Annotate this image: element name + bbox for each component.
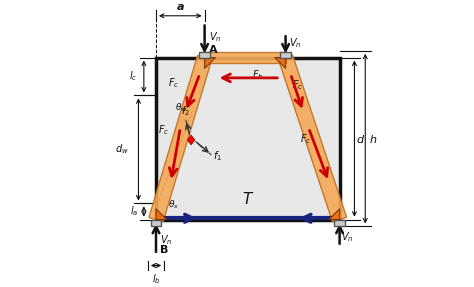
Text: $F_c$: $F_c$ (168, 76, 179, 90)
Polygon shape (205, 58, 215, 68)
Bar (335, 220, 345, 226)
Text: $l_a$: $l_a$ (130, 205, 138, 218)
Text: $F_h$: $F_h$ (252, 68, 263, 82)
Text: $F_c$: $F_c$ (292, 78, 303, 92)
Polygon shape (279, 55, 346, 222)
Bar (156, 58, 339, 220)
Text: $F_c$: $F_c$ (158, 124, 170, 137)
Bar (281, 52, 291, 58)
Text: $V_n$: $V_n$ (289, 36, 301, 50)
Text: a: a (176, 2, 184, 12)
Polygon shape (156, 209, 167, 220)
Bar (200, 52, 210, 58)
Bar (151, 220, 161, 226)
Polygon shape (187, 135, 195, 145)
Text: $T$: $T$ (242, 191, 254, 208)
Text: $l_b$: $l_b$ (152, 272, 160, 286)
Text: $d$: $d$ (356, 133, 365, 145)
Text: B: B (160, 245, 169, 255)
Text: $f_1$: $f_1$ (213, 149, 222, 162)
Text: $V_n$: $V_n$ (341, 230, 354, 244)
Text: $l_c$: $l_c$ (129, 70, 137, 84)
Text: $V_n$: $V_n$ (160, 233, 172, 247)
Text: $h$: $h$ (369, 133, 378, 145)
Polygon shape (149, 55, 212, 222)
Polygon shape (275, 58, 286, 68)
Text: $\theta_w$: $\theta_w$ (175, 101, 188, 114)
Text: A: A (209, 45, 218, 55)
Text: $f_2$: $f_2$ (181, 104, 190, 118)
Text: $d_w$: $d_w$ (115, 143, 129, 156)
Text: $\theta_s$: $\theta_s$ (168, 199, 179, 211)
Text: $F_c$: $F_c$ (301, 132, 312, 146)
Text: $V_n$: $V_n$ (209, 30, 221, 44)
Polygon shape (329, 209, 339, 220)
Polygon shape (205, 52, 286, 63)
